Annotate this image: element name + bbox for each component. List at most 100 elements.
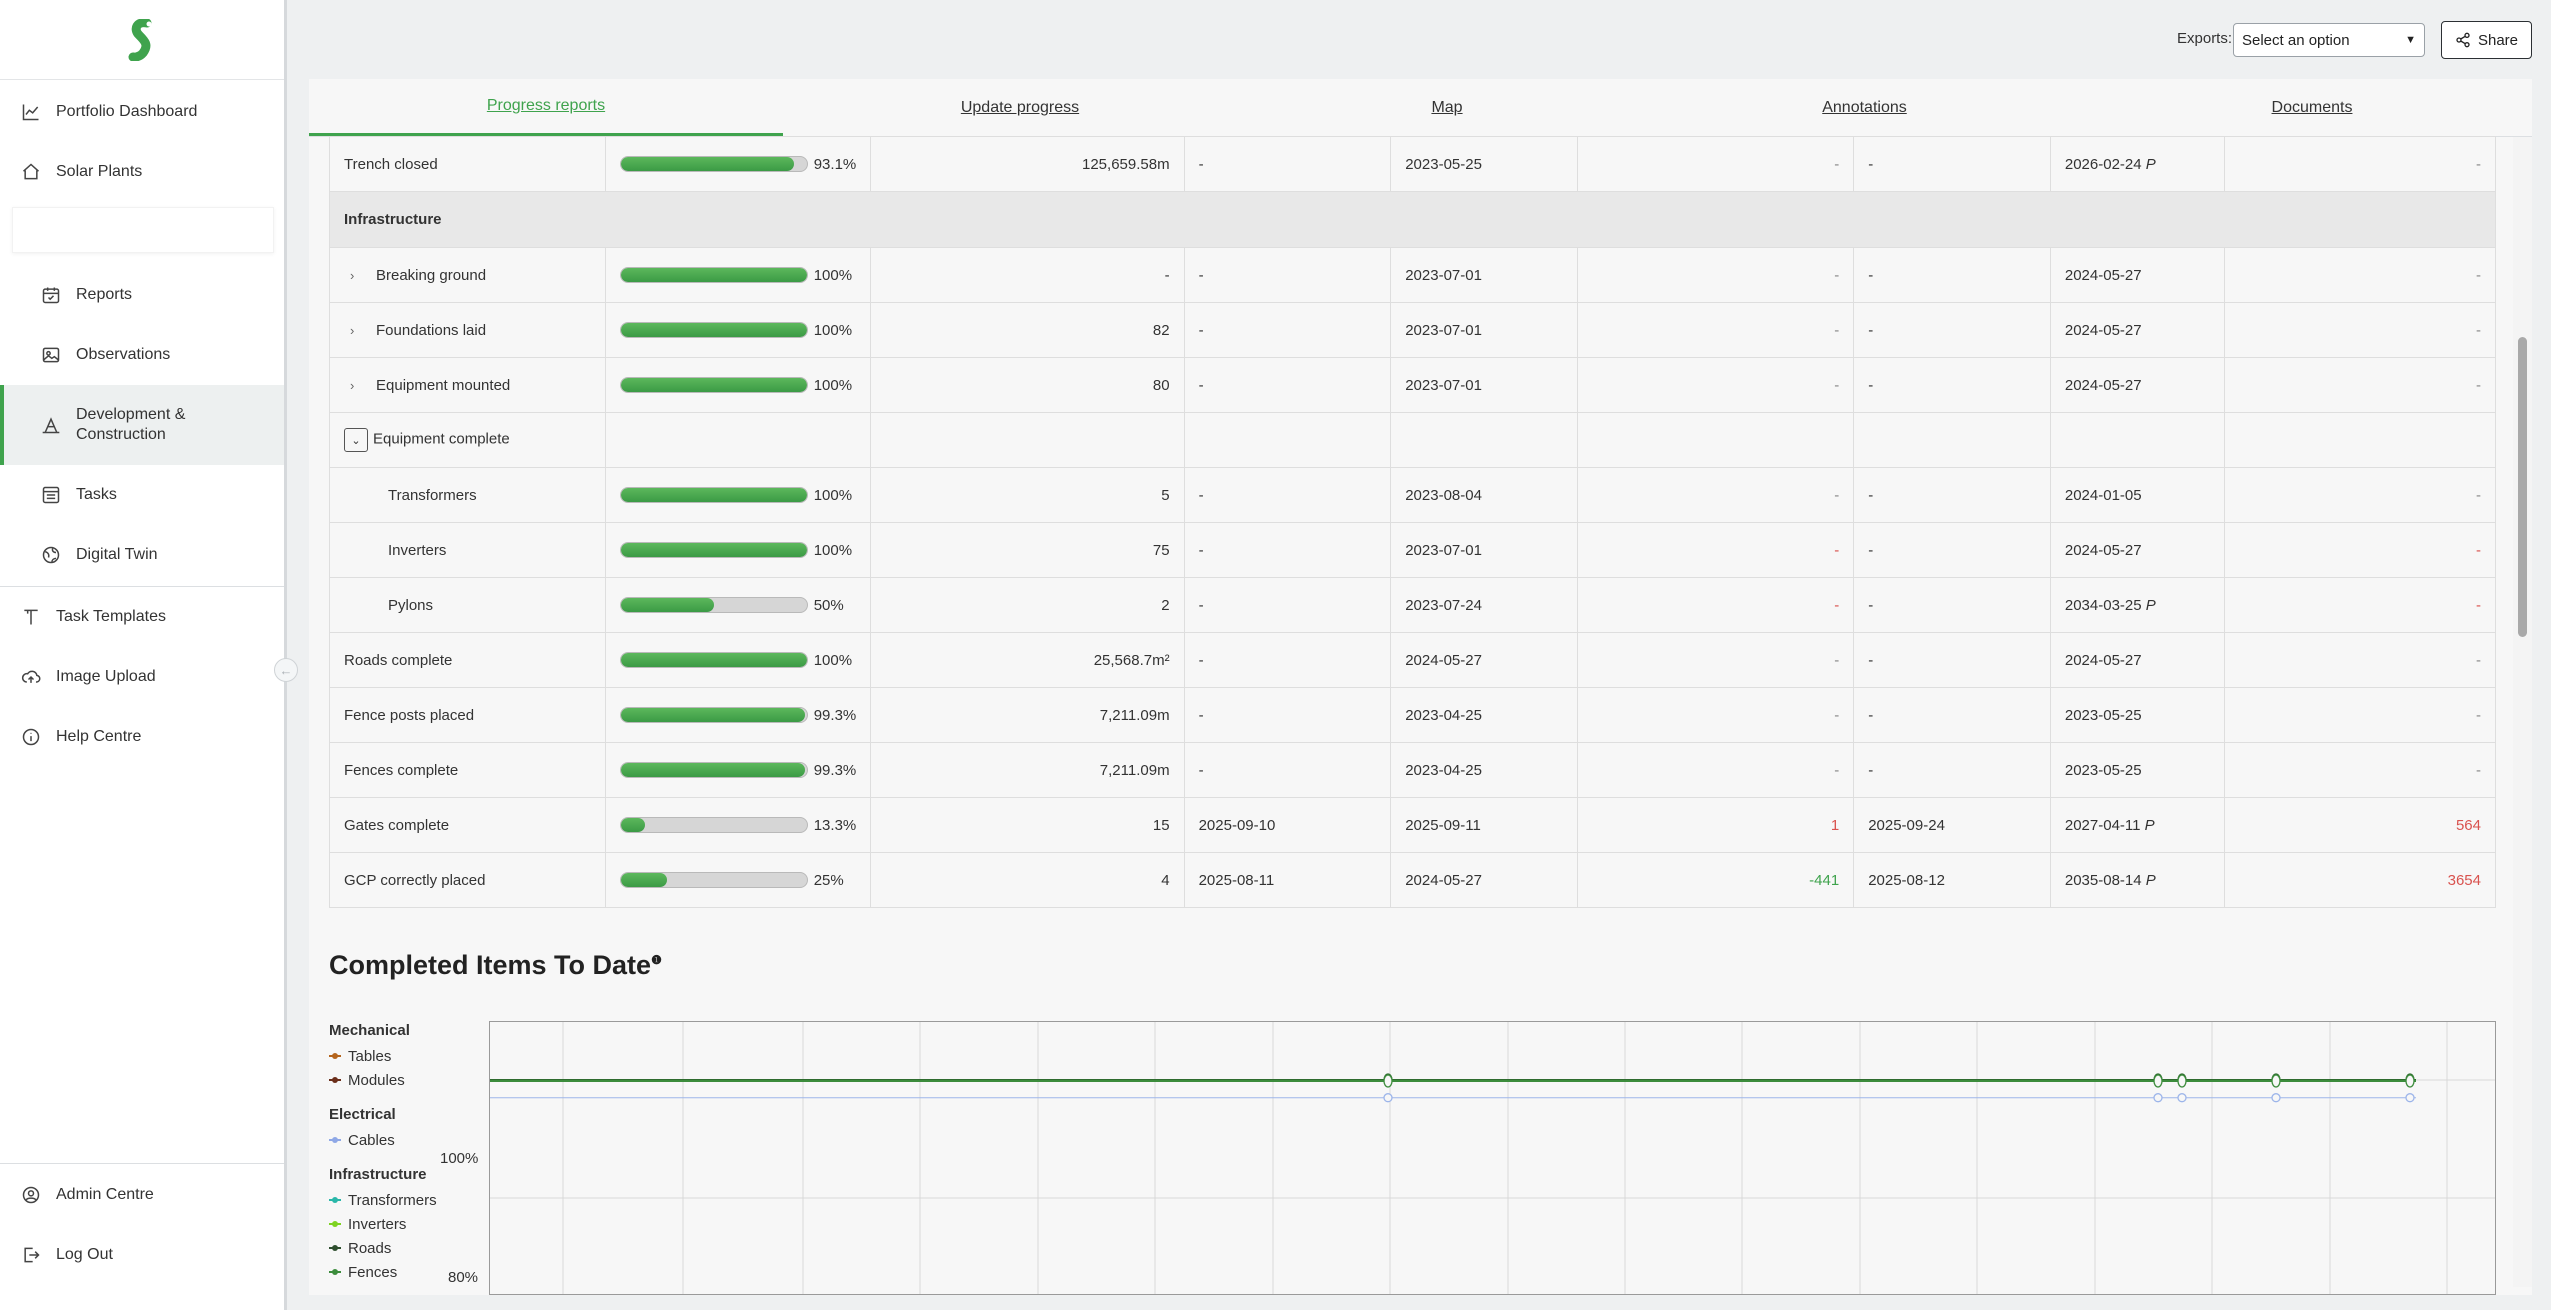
data-point[interactable] [2405, 1093, 2415, 1103]
sidebar-item-digital-twin[interactable]: Digital Twin [0, 537, 284, 573]
row-name-cell[interactable]: › Breaking ground [329, 247, 606, 303]
chevron-down-icon[interactable]: ⌄ [344, 428, 368, 452]
projected-marker: P [2145, 871, 2156, 889]
total-cell: 4 [870, 852, 1185, 908]
legend-item[interactable]: Roads [329, 1236, 449, 1260]
vertical-scrollbar[interactable] [2513, 137, 2532, 1287]
legend-item[interactable]: Cables [329, 1128, 449, 1152]
table-row: Gates complete 13.3% 15 2025-09-10 2025-09-1… [329, 797, 2497, 853]
sidebar-item-observations[interactable]: Observations [0, 337, 284, 373]
plant-selector[interactable] [12, 207, 274, 253]
legend-item[interactable]: Inverters [329, 1212, 449, 1236]
share-button[interactable]: Share [2441, 21, 2532, 59]
logo[interactable] [0, 0, 284, 80]
sidebar-item-development-construction[interactable]: Development & Construction [0, 385, 284, 465]
sidebar-item-tasks[interactable]: Tasks [0, 477, 284, 513]
row-name-cell[interactable]: › Foundations laid [329, 302, 606, 358]
row-name-cell[interactable]: ⌄ Equipment complete [329, 412, 606, 468]
delay-cell: - [2223, 687, 2497, 743]
table-row: Roads complete 100% 25,568.7m² -2024-05-27-… [329, 632, 2497, 688]
delay-cell: 564 [2223, 797, 2497, 853]
forecast-date-cell: 2024-05-27 [2049, 522, 2225, 578]
data-point[interactable] [2271, 1074, 2281, 1088]
row-name: Fence posts placed [344, 706, 475, 724]
legend-item[interactable]: Fences [329, 1260, 449, 1284]
sidebar-item-portfolio-dashboard[interactable]: Portfolio Dashboard [0, 94, 284, 130]
section-label: Infrastructure [329, 191, 2496, 248]
delay-cell: - [2223, 742, 2497, 798]
progress-bar [619, 872, 808, 888]
legend-group-label: Infrastructure [329, 1166, 427, 1183]
data-point[interactable] [2177, 1093, 2187, 1103]
progress-cell: 50% [604, 577, 872, 633]
data-point[interactable] [2177, 1074, 2187, 1088]
forecast-date: 2027-04-11 [2064, 816, 2141, 834]
legend-label: Modules [348, 1071, 405, 1089]
logout-icon [20, 1244, 42, 1266]
scrollbar-thumb[interactable] [2518, 337, 2527, 637]
sidebar-item-log-out[interactable]: Log Out [0, 1237, 284, 1273]
sidebar-item-image-upload[interactable]: Image Upload [0, 659, 284, 695]
sidebar-item-reports[interactable]: Reports [0, 277, 284, 313]
progress-cell: 99.3% [604, 742, 872, 798]
tab-documents[interactable]: Documents [2271, 99, 2353, 116]
progress-bar-fill [620, 873, 668, 887]
data-point[interactable] [1383, 1093, 1393, 1103]
date-cell: 2023-07-01 [1390, 522, 1578, 578]
legend-group-label: Electrical [329, 1106, 396, 1123]
home-icon [20, 161, 42, 183]
date-cell: 2023-05-25 [1390, 136, 1578, 192]
info-icon[interactable]: ❶ [651, 953, 662, 967]
progress-bar-fill [620, 653, 807, 667]
data-point[interactable] [2271, 1093, 2281, 1103]
chevron-right-icon[interactable]: › [350, 322, 355, 338]
data-point[interactable] [2153, 1093, 2163, 1103]
legend-item[interactable]: Transformers [329, 1188, 449, 1212]
data-point[interactable] [2405, 1074, 2415, 1088]
row-name: Gates complete [344, 816, 450, 834]
forecast-date-cell: 2034-03-25 P [2049, 577, 2225, 633]
total-cell: - [870, 247, 1185, 303]
legend-item[interactable]: Modules [329, 1068, 449, 1092]
progress-cell [604, 412, 872, 468]
chart-plot-area [489, 1021, 2496, 1295]
progress-percent: 50% [813, 596, 844, 614]
date-cell: 2025-09-11 [1390, 797, 1578, 853]
chevron-right-icon[interactable]: › [350, 267, 355, 283]
cloud-upload-icon [20, 666, 42, 688]
row-name-cell[interactable]: › Equipment mounted [329, 357, 606, 413]
tab-map[interactable]: Map [1431, 99, 1463, 116]
tab-update-progress[interactable]: Update progress [960, 99, 1080, 116]
sidebar-item-task-templates[interactable]: Task Templates [0, 599, 284, 635]
progress-bar-fill [620, 323, 807, 337]
forecast-date-cell: 2027-04-11 P [2049, 797, 2225, 853]
variance-cell: -441 [1576, 852, 1855, 908]
start-date-cell: - [1183, 577, 1392, 633]
sidebar-item-label: Reports [76, 286, 133, 303]
total-cell: 80 [870, 357, 1185, 413]
sidebar: Portfolio Dashboard Solar Plants Reports… [0, 0, 287, 1310]
exports-select[interactable]: Select an option ▼ [2233, 23, 2425, 57]
variance-cell: - [1576, 357, 1855, 413]
sidebar-item-solar-plants[interactable]: Solar Plants [0, 154, 284, 190]
row-name: Foundations laid [376, 321, 487, 339]
date-cell: - [1853, 467, 2051, 523]
data-point[interactable] [2153, 1074, 2163, 1088]
tab-annotations[interactable]: Annotations [1822, 99, 1907, 116]
sidebar-item-help-centre[interactable]: Help Centre [0, 719, 284, 755]
chevron-right-icon[interactable]: › [350, 377, 355, 393]
legend-item[interactable]: Tables [329, 1044, 449, 1068]
legend-marker [329, 1137, 341, 1143]
start-date-cell: - [1183, 522, 1392, 578]
exports-label: Exports: [2177, 30, 2233, 47]
row-name: Trench closed [344, 155, 438, 173]
total-cell: 7,211.09m [870, 742, 1185, 798]
sidebar-collapse-button[interactable]: ← [274, 658, 298, 682]
sidebar-item-admin-centre[interactable]: Admin Centre [0, 1177, 284, 1213]
data-point[interactable] [1383, 1074, 1393, 1088]
tab-progress-reports[interactable]: Progress reports [309, 79, 783, 137]
arrow-left-icon: ← [279, 662, 293, 678]
row-name-cell: Pylons [329, 577, 606, 633]
share-icon [2456, 32, 2470, 48]
brand-logo-icon [128, 18, 152, 61]
